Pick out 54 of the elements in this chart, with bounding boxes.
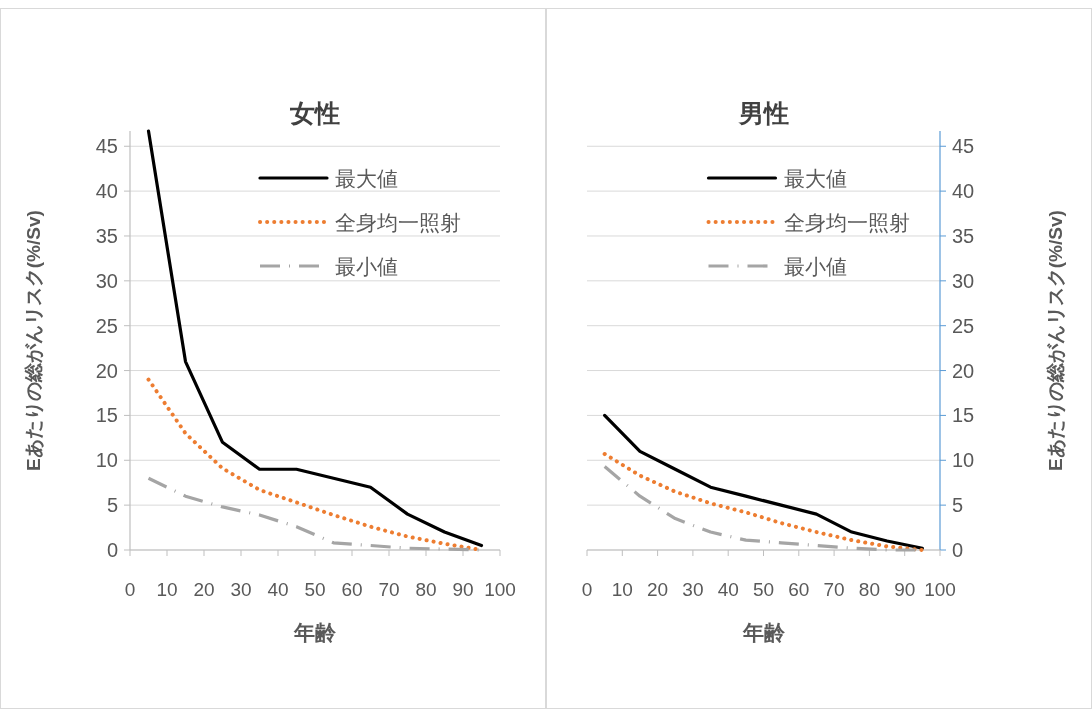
x-tick-label: 30 bbox=[682, 579, 704, 600]
y-tick-label: 45 bbox=[95, 135, 118, 158]
y-tick-label: 35 bbox=[95, 224, 118, 247]
x-tick-label: 90 bbox=[452, 579, 474, 600]
x-tick-label: 80 bbox=[858, 579, 880, 600]
chart-title: 女性 bbox=[289, 99, 340, 127]
x-tick-label: 0 bbox=[124, 579, 136, 600]
x-tick-label: 30 bbox=[230, 579, 252, 600]
x-tick-label: 90 bbox=[894, 579, 916, 600]
y2-tick-label: 40 bbox=[952, 180, 975, 203]
legend-label: 最大値 bbox=[335, 167, 398, 190]
x-tick-label: 70 bbox=[378, 579, 400, 600]
y-tick-label: 25 bbox=[95, 314, 118, 337]
legend-label: 最大値 bbox=[783, 167, 847, 190]
y-tick-label: 15 bbox=[95, 404, 118, 427]
x-axis-title: 年齢 bbox=[293, 621, 337, 644]
x-axis-title: 年齢 bbox=[741, 621, 786, 644]
y2-tick-label: 45 bbox=[952, 135, 975, 158]
x-tick-label: 100 bbox=[484, 579, 516, 600]
y-tick-label: 0 bbox=[106, 539, 118, 561]
y-axis-title: Eあたりの総がんリスク(%/Sv) bbox=[23, 210, 44, 471]
legend-label: 全身均一照射 bbox=[335, 211, 461, 234]
y2-tick-label: 0 bbox=[952, 539, 964, 561]
x-tick-label: 50 bbox=[752, 579, 775, 600]
y-tick-label: 20 bbox=[95, 359, 118, 382]
x-tick-label: 60 bbox=[788, 579, 810, 600]
legend-label: 全身均一照射 bbox=[783, 211, 910, 234]
x-tick-label: 40 bbox=[267, 579, 289, 600]
y-tick-label: 40 bbox=[95, 180, 118, 203]
x-tick-label: 50 bbox=[304, 579, 326, 600]
y-tick-label: 30 bbox=[95, 269, 118, 292]
y-tick-label: 5 bbox=[106, 494, 118, 517]
x-tick-label: 60 bbox=[341, 579, 363, 600]
legend-label: 最小値 bbox=[335, 255, 398, 278]
x-tick-label: 0 bbox=[581, 579, 593, 600]
y2-tick-label: 30 bbox=[952, 269, 975, 292]
x-tick-label: 10 bbox=[611, 579, 633, 600]
x-tick-label: 80 bbox=[415, 579, 437, 600]
x-tick-label: 20 bbox=[647, 579, 669, 600]
y2-tick-label: 20 bbox=[952, 359, 975, 382]
legend-label: 最小値 bbox=[783, 255, 847, 278]
x-tick-label: 10 bbox=[156, 579, 178, 600]
y2-axis-title: Eあたりの総がんリスク(%/Sv) bbox=[1045, 210, 1066, 471]
y-tick-label: 10 bbox=[95, 449, 118, 472]
y2-tick-label: 25 bbox=[952, 314, 975, 337]
x-tick-label: 70 bbox=[823, 579, 845, 600]
chart-title: 男性 bbox=[737, 99, 789, 127]
y2-tick-label: 10 bbox=[952, 449, 975, 472]
x-tick-label: 40 bbox=[717, 579, 739, 600]
x-tick-label: 20 bbox=[193, 579, 215, 600]
y2-tick-label: 5 bbox=[952, 494, 964, 517]
y2-tick-label: 35 bbox=[952, 224, 975, 247]
x-tick-label: 100 bbox=[924, 579, 956, 600]
y2-tick-label: 15 bbox=[952, 404, 975, 427]
